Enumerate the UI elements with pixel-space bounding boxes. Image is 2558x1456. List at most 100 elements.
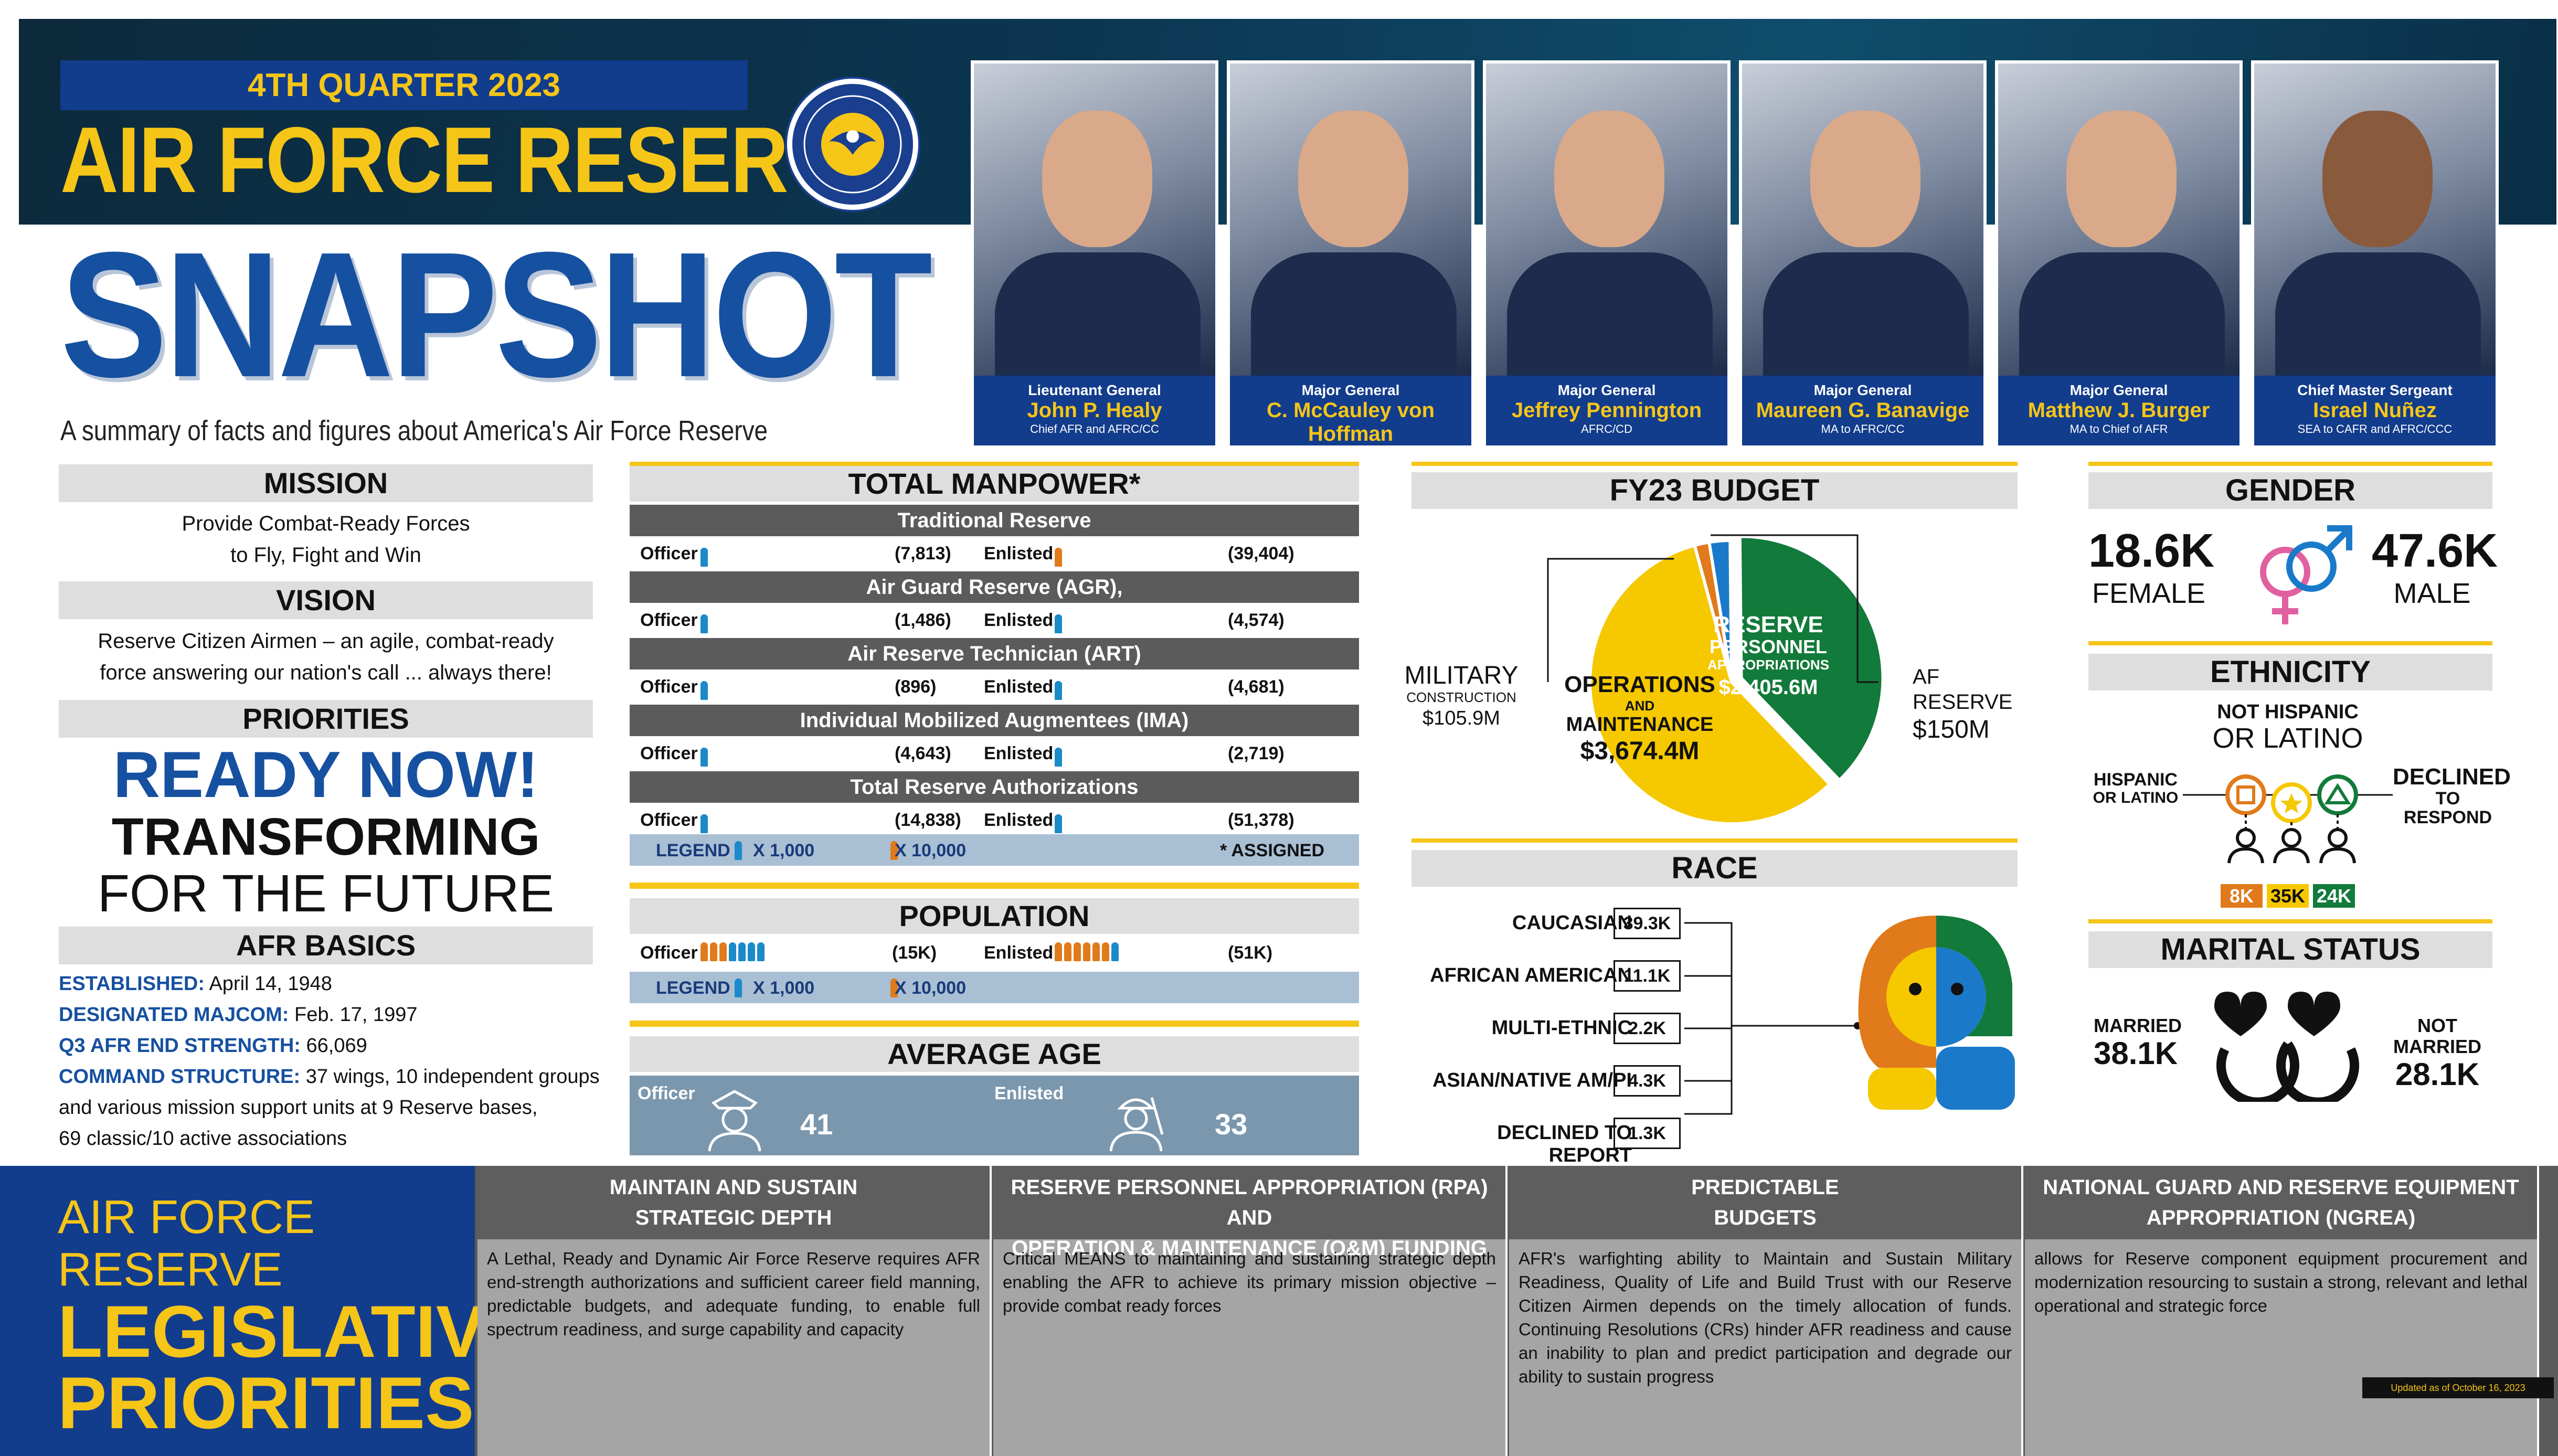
person-icon — [700, 681, 708, 700]
officer-value: (4,643) — [895, 743, 951, 763]
enlisted-value: (4,574) — [1228, 610, 1285, 630]
enlisted-value: (39,404) — [1228, 544, 1294, 564]
person-orange-icon — [890, 841, 898, 860]
legislative-card: PREDICTABLE BUDGETS AFR's warfighting abi… — [1509, 1166, 2023, 1456]
not-married-stat: NOT MARRIED 28.1K — [2393, 1015, 2481, 1092]
divider — [630, 462, 1359, 466]
basics-item: 69 classic/10 active associations — [59, 1128, 347, 1150]
manpower-row: Officer (14,838) Enlisted (51,378) — [630, 804, 1359, 835]
manpower-group-header: Individual Mobilized Augmentees (IMA) — [630, 705, 1359, 736]
legend-label: LEGEND — [656, 841, 730, 860]
military-construction-label: MILITARY CONSTRUCTION $105.9M — [1404, 662, 1519, 730]
race-label: ASIAN/NATIVE AM/PI — [1432, 1069, 1632, 1091]
afr-seal-logo — [787, 79, 918, 210]
officer-label: Officer — [640, 544, 698, 564]
for-the-future: FOR THE FUTURE — [97, 864, 555, 923]
enlisted-label: Enlisted — [984, 677, 1054, 697]
population-enlisted-icons — [1055, 941, 1121, 962]
ethnicity-title: ETHNICITY — [2088, 654, 2492, 690]
gender-symbols-icon — [2260, 525, 2352, 624]
diverse-face-icon — [1858, 916, 2015, 1110]
not-hispanic-value: 35K — [2267, 884, 2309, 908]
average-age-panel: Officer 41 Enlisted 33 — [630, 1076, 1359, 1155]
leader-name: Matthew J. Burger — [2028, 399, 2210, 422]
legislative-line: AIR FORCE RESERVE — [58, 1191, 315, 1296]
leader-photo — [1742, 63, 1983, 376]
leader-role: SEA to CAFR and AFRC/CCC — [2297, 422, 2453, 435]
divider — [2088, 919, 2492, 923]
ready-now: READY NOW! — [113, 739, 539, 811]
leader-card: Major General Maureen G. Banavige MA to AF… — [1739, 60, 1987, 449]
race-label: MULTI-ETHNIC — [1491, 1017, 1632, 1039]
race-label: DECLINED TO REPORT — [1497, 1122, 1632, 1166]
updated-note: Updated as of October 16, 2023 — [2362, 1377, 2554, 1398]
legend-label: LEGEND — [656, 978, 730, 998]
basics-item: and various mission support units at 9 R… — [59, 1097, 538, 1119]
officer-label: Officer — [640, 677, 698, 697]
vision-line: Reserve Citizen Airmen – an agile, comba… — [98, 630, 554, 653]
divider — [2088, 641, 2492, 645]
race-label: AFRICAN AMERICAN — [1430, 964, 1632, 986]
legend-x1000: X 1,000 — [753, 841, 815, 860]
leader-name: Jeffrey Pennington — [1511, 399, 1702, 422]
afr-basics-heading: AFR BASICS — [59, 927, 593, 964]
page-title: AIR FORCE RESERVE — [60, 108, 893, 212]
leader-role: Chief AFR and AFRC/CC — [1030, 422, 1159, 435]
officer-label: Officer — [638, 1083, 695, 1103]
officer-label: Officer — [640, 943, 698, 963]
manpower-group-header: Total Reserve Authorizations — [630, 771, 1359, 803]
leader-card: Major General Jeffrey Pennington AFRC/CD — [1483, 60, 1731, 449]
hispanic-label: HISPANIC OR LATINO — [2093, 770, 2179, 806]
legend-x10000: X 10,000 — [895, 841, 967, 860]
manpower-group-header: Air Guard Reserve (AGR), — [630, 571, 1359, 603]
afr-basics-list: ESTABLISHED: April 14, 1948 DESIGNATED M… — [59, 969, 610, 1154]
race-value: 4.3K — [1614, 1065, 1681, 1097]
person-icon — [1055, 681, 1062, 700]
person-icon — [700, 814, 708, 833]
leader-name: Maureen G. Banavige — [1756, 399, 1970, 422]
person-icon — [1055, 614, 1062, 633]
leader-photo — [1486, 63, 1727, 376]
manpower-legend: LEGEND X 1,000 X 10,000 * ASSIGNED — [630, 834, 1359, 866]
om-label: OPERATIONS AND MAINTENANCE $3,674.4M — [1564, 672, 1715, 765]
mission-heading: MISSION — [59, 464, 593, 502]
person-icon — [700, 614, 708, 633]
legislative-card: RESERVE PERSONNEL APPROPRIATION (RPA) AN… — [993, 1166, 1508, 1456]
card-body: A Lethal, Ready and Dynamic Air Force Re… — [477, 1239, 992, 1456]
manpower-title: TOTAL MANPOWER* — [630, 466, 1359, 502]
leader-photo — [1998, 63, 2239, 376]
eagle-emblem-icon — [803, 95, 902, 194]
enlisted-label: Enlisted — [984, 743, 1054, 763]
not-hispanic-label: NOT HISPANIC OR LATINO — [2212, 701, 2363, 754]
leader-name: John P. Healy — [1027, 399, 1162, 422]
race-value: 1.3K — [1614, 1118, 1681, 1149]
race-value: 11.1K — [1614, 960, 1681, 992]
tagline: A summary of facts and figures about Ame… — [60, 415, 768, 447]
legislative-card: MAINTAIN AND SUSTAIN STRATEGIC DEPTH A Le… — [477, 1166, 992, 1456]
officer-value: (1,486) — [895, 610, 951, 630]
enlisted-value: (51,378) — [1228, 810, 1294, 830]
divider — [630, 1021, 1359, 1027]
leader-card: Lieutenant General John P. Healy Chief AFR… — [971, 60, 1218, 449]
card-heading: PREDICTABLE BUDGETS — [1509, 1166, 2023, 1239]
population-row: Officer (15K) Enlisted (51K) — [630, 937, 1359, 968]
card-body: allows for Reserve component equipment p… — [2025, 1239, 2539, 1456]
marital-rings-icon — [2214, 992, 2359, 1102]
manpower-group-header: Air Reserve Technician (ART) — [630, 638, 1359, 669]
manpower-group-header: Traditional Reserve — [630, 505, 1359, 536]
officer-value: (7,813) — [895, 544, 951, 564]
race-value: 2.2K — [1614, 1013, 1681, 1044]
enlisted-age-value: 33 — [1215, 1108, 1248, 1141]
vision-heading: VISION — [59, 581, 593, 619]
snapshot-heading: SNAPSHOT — [60, 215, 932, 415]
leader-photo — [974, 63, 1215, 376]
basics-item: Q3 AFR END STRENGTH: 66,069 — [59, 1035, 367, 1057]
leader-name: Israel Nuñez — [2313, 399, 2437, 422]
leader-role: MA to AFRC/CC — [1821, 422, 1905, 435]
vision-line: force answering our nation's call ... al… — [100, 661, 552, 684]
race-value: 39.3K — [1614, 908, 1681, 939]
enlisted-label: Enlisted — [984, 610, 1054, 630]
marital-title: MARITAL STATUS — [2088, 931, 2492, 968]
leader-rank: Lieutenant General — [1028, 382, 1161, 398]
legislative-title-panel: AIR FORCE RESERVE LEGISLATIVE PRIORITIES — [0, 1166, 534, 1456]
